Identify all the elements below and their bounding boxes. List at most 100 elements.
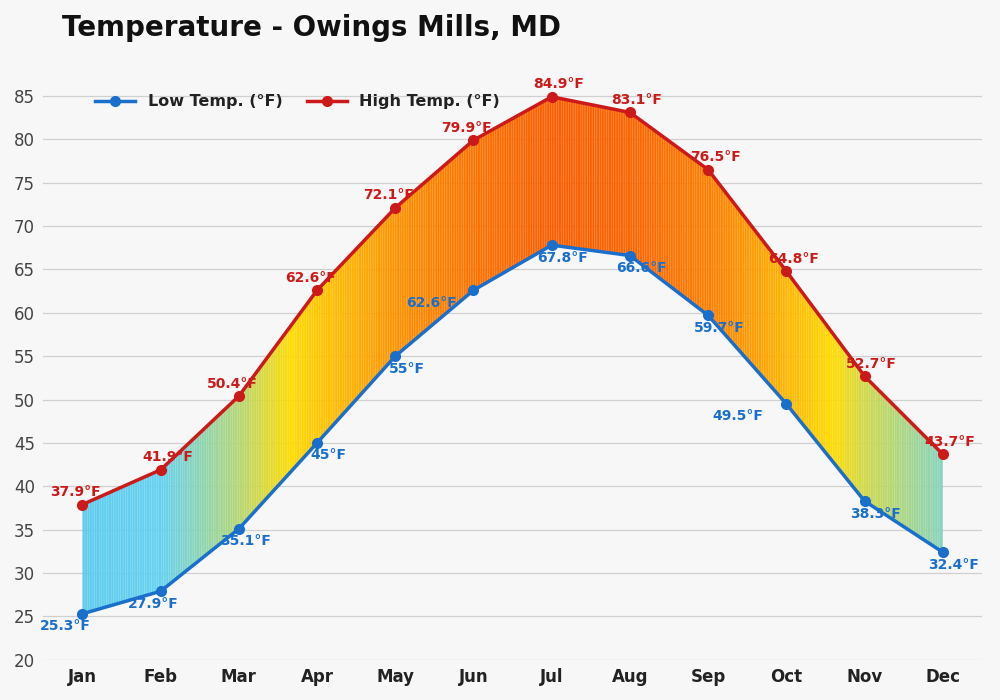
Polygon shape [424,182,426,332]
Polygon shape [282,335,284,481]
Polygon shape [793,280,794,414]
Polygon shape [145,476,146,596]
Polygon shape [517,115,519,265]
Polygon shape [272,349,274,492]
Polygon shape [379,223,381,374]
Polygon shape [612,108,613,253]
Polygon shape [613,109,615,253]
Polygon shape [865,377,867,503]
Polygon shape [838,340,839,470]
Polygon shape [388,214,389,365]
Polygon shape [129,483,131,601]
Polygon shape [827,326,829,457]
Polygon shape [686,153,688,300]
Polygon shape [557,98,558,246]
Polygon shape [295,318,296,468]
Polygon shape [600,106,601,252]
Polygon shape [453,156,455,307]
Polygon shape [893,405,894,521]
Polygon shape [455,155,457,306]
Polygon shape [800,289,801,423]
Polygon shape [526,111,527,260]
Polygon shape [429,177,431,328]
Polygon shape [839,342,841,472]
Polygon shape [682,150,684,297]
Polygon shape [743,215,744,356]
Polygon shape [939,451,941,551]
Polygon shape [484,133,486,284]
Text: 59.7°F: 59.7°F [694,321,745,335]
Polygon shape [926,437,927,542]
Polygon shape [555,97,557,246]
Polygon shape [203,428,205,557]
Polygon shape [289,326,291,473]
Polygon shape [317,288,319,443]
Polygon shape [548,98,550,247]
Polygon shape [291,323,293,472]
Polygon shape [700,164,701,310]
Polygon shape [750,223,751,364]
Polygon shape [869,380,870,505]
Polygon shape [667,139,669,285]
Polygon shape [908,420,910,531]
Polygon shape [288,328,289,475]
Polygon shape [674,144,676,290]
Polygon shape [531,108,532,257]
Polygon shape [245,386,246,523]
Polygon shape [738,208,739,351]
Polygon shape [327,278,329,432]
Polygon shape [770,251,772,388]
Polygon shape [331,274,332,428]
Polygon shape [503,122,505,273]
Text: 38.3°F: 38.3°F [850,507,901,521]
Polygon shape [888,399,889,517]
Polygon shape [139,479,141,597]
Polygon shape [898,410,900,524]
Polygon shape [726,193,727,337]
Polygon shape [308,300,310,453]
Polygon shape [543,101,544,251]
Polygon shape [196,435,198,563]
Polygon shape [901,413,903,526]
Polygon shape [155,472,157,593]
Polygon shape [513,117,515,267]
Polygon shape [626,111,627,256]
Polygon shape [691,158,693,304]
Polygon shape [482,134,484,285]
Polygon shape [157,471,158,592]
Polygon shape [307,302,308,454]
Polygon shape [760,237,762,376]
Polygon shape [227,405,229,538]
Polygon shape [515,116,517,266]
Polygon shape [863,374,865,501]
Polygon shape [732,201,734,345]
Polygon shape [96,498,98,610]
Polygon shape [276,344,277,489]
Polygon shape [251,377,253,515]
Polygon shape [243,389,245,524]
Polygon shape [558,98,560,246]
Low Temp. (°F) [624,251,636,260]
Polygon shape [127,484,129,601]
Polygon shape [320,285,322,440]
Polygon shape [226,407,227,540]
Polygon shape [698,162,700,309]
Polygon shape [632,114,634,259]
Polygon shape [491,130,493,280]
Polygon shape [670,142,672,288]
Polygon shape [815,310,817,442]
Polygon shape [167,462,169,586]
Polygon shape [660,134,662,280]
Polygon shape [762,239,763,378]
Polygon shape [796,284,798,419]
Polygon shape [734,204,736,346]
Polygon shape [258,368,260,508]
High Temp. (°F) [389,204,401,212]
Polygon shape [881,392,882,512]
Polygon shape [688,155,689,301]
Polygon shape [174,456,176,581]
Polygon shape [488,132,489,282]
Polygon shape [512,118,513,268]
Polygon shape [88,501,89,612]
Polygon shape [744,217,746,358]
